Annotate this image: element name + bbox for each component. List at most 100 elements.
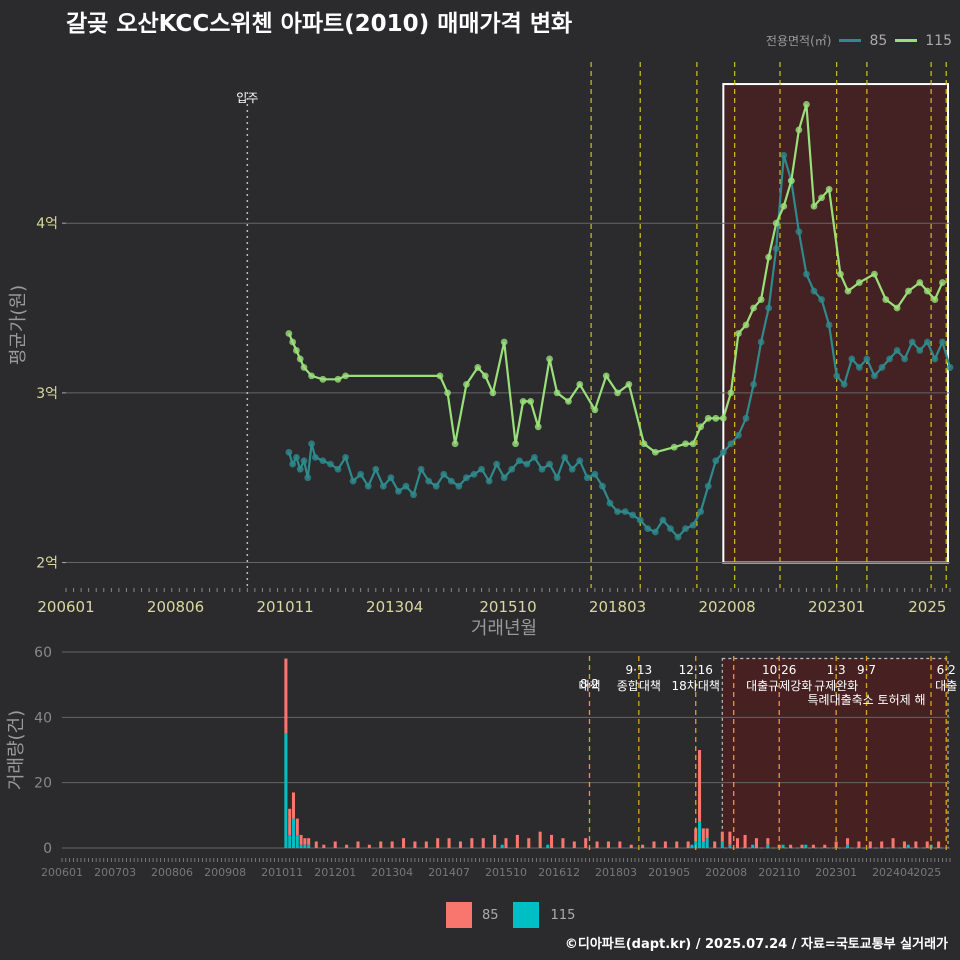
data-point-115 <box>591 406 599 414</box>
data-point-85 <box>818 296 825 303</box>
x-tick-label: 202008 <box>698 598 755 616</box>
data-point-115 <box>882 296 890 303</box>
data-point-85 <box>357 470 365 478</box>
data-point-115 <box>334 375 342 383</box>
volume-bar-85 <box>561 838 565 848</box>
data-point-115 <box>289 338 297 346</box>
volume-bar-85 <box>345 844 349 848</box>
y-axis-title: 평균가(원) <box>8 285 29 365</box>
volume-bar-85 <box>458 841 462 848</box>
data-point-85 <box>742 414 750 422</box>
data-point-115 <box>576 380 584 388</box>
volume-bar-85 <box>800 844 804 848</box>
data-point-115 <box>489 389 497 397</box>
data-point-115 <box>704 414 712 422</box>
volume-x-tick-label: 202301 <box>815 866 857 879</box>
volume-bar-85 <box>641 844 645 848</box>
data-point-115 <box>546 355 553 363</box>
volume-bar-115 <box>705 838 709 848</box>
volume-bar-85 <box>527 838 531 848</box>
volume-x-tick-label: 201803 <box>595 866 637 879</box>
data-point-115 <box>712 414 720 422</box>
volume-bar-115 <box>906 844 910 848</box>
volume-bar-85 <box>504 838 508 848</box>
data-point-85 <box>644 525 652 533</box>
data-point-85 <box>523 460 531 468</box>
data-point-115 <box>765 253 773 261</box>
data-point-85 <box>939 338 946 346</box>
volume-bar-85 <box>367 844 371 848</box>
volume-bar-115 <box>690 844 694 848</box>
data-point-115 <box>855 279 863 286</box>
data-point-85 <box>848 355 856 363</box>
data-point-115 <box>742 321 750 329</box>
policy-date-label: 1·3 <box>827 663 846 677</box>
volume-bar-115 <box>694 841 698 848</box>
data-point-85 <box>470 470 478 478</box>
highlight-region <box>722 83 949 564</box>
policy-date-label: 9·13 <box>625 663 652 677</box>
volume-bar-115 <box>701 841 705 848</box>
volume-bar-85 <box>572 841 576 848</box>
data-point-115 <box>697 423 705 431</box>
y-tick-label: 3억 <box>36 386 58 402</box>
volume-bar-115 <box>291 818 296 848</box>
data-point-85 <box>417 465 425 473</box>
data-point-85 <box>599 482 606 490</box>
data-point-85 <box>757 338 765 346</box>
data-point-85 <box>614 508 621 516</box>
volume-x-tick-label: 201304 <box>371 866 413 879</box>
volume-bar-85 <box>493 834 497 848</box>
data-point-85 <box>387 474 395 482</box>
volume-bar-115 <box>766 844 770 848</box>
policy-name-label: 규제완화 <box>814 679 858 693</box>
data-point-115 <box>614 389 621 397</box>
volume-bar-85 <box>284 658 288 734</box>
volume-x-tick-label: 2025 <box>913 866 941 879</box>
data-point-85 <box>293 453 300 461</box>
data-point-85 <box>772 245 780 253</box>
volume-x-tick-label: 200806 <box>151 866 193 879</box>
data-point-115 <box>689 440 697 448</box>
data-point-85 <box>455 482 463 490</box>
volume-bar-85 <box>356 841 360 848</box>
volume-bar-115 <box>307 844 311 848</box>
volume-bar-85 <box>694 828 698 842</box>
data-point-85 <box>334 465 342 473</box>
volume-bar-85 <box>902 841 906 848</box>
data-point-115 <box>795 126 803 134</box>
data-point-85 <box>531 453 538 461</box>
volume-bar-85 <box>538 831 542 848</box>
volume-bar-85 <box>291 792 296 819</box>
volume-bar-115 <box>698 821 702 848</box>
volume-x-tick-label: 201201 <box>314 866 356 879</box>
data-point-85 <box>825 321 833 329</box>
data-point-115 <box>818 194 825 202</box>
volume-bar-85 <box>333 841 337 848</box>
volume-x-tick-label: 201612 <box>538 866 580 879</box>
y-tick-label: 4억 <box>36 216 58 232</box>
data-point-85 <box>923 338 931 346</box>
data-point-85 <box>296 465 304 473</box>
x-axis-title: 거래년월 <box>471 618 537 639</box>
data-point-85 <box>901 355 909 363</box>
data-point-85 <box>561 453 569 461</box>
volume-bar-85 <box>728 831 732 845</box>
data-point-85 <box>750 380 757 388</box>
data-point-115 <box>757 296 765 303</box>
data-point-115 <box>444 389 451 397</box>
data-point-85 <box>735 431 742 439</box>
data-point-85 <box>425 477 433 485</box>
policy-name-label: 종합대책 <box>617 678 661 693</box>
policy-name-label: 대출규제강화 <box>746 679 812 693</box>
data-point-85 <box>833 372 841 380</box>
volume-y-tick-label: 40 <box>34 710 52 726</box>
data-point-115 <box>300 364 308 371</box>
legend-swatch-115 <box>895 39 918 42</box>
policy-date-label: 12·16 <box>679 663 713 677</box>
data-point-85 <box>931 355 939 363</box>
policy-date-label: 6·2 <box>937 663 956 677</box>
x-tick-label: 200601 <box>37 598 94 616</box>
data-point-85 <box>871 372 878 380</box>
policy-name-label: 대출 <box>935 679 957 693</box>
